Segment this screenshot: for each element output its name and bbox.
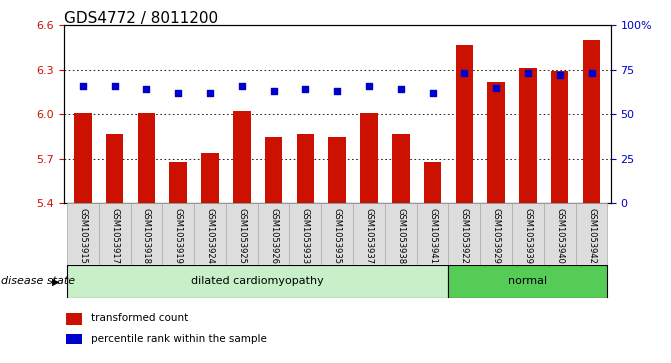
Bar [583, 40, 601, 203]
Bar [480, 203, 512, 265]
Point [427, 90, 438, 96]
Bar [258, 203, 289, 265]
Text: disease state: disease state [1, 276, 75, 286]
Point [300, 86, 311, 92]
Bar [392, 134, 409, 203]
Point [268, 88, 279, 94]
Bar [487, 82, 505, 203]
Text: GSM1053938: GSM1053938 [397, 208, 405, 264]
Text: GSM1053926: GSM1053926 [269, 208, 278, 264]
Text: GSM1053918: GSM1053918 [142, 208, 151, 264]
Text: GSM1053915: GSM1053915 [79, 208, 87, 264]
Bar [162, 203, 194, 265]
Bar [233, 111, 250, 203]
Bar [106, 134, 123, 203]
Bar [417, 203, 448, 265]
Text: GSM1053919: GSM1053919 [174, 208, 183, 264]
Bar [576, 203, 607, 265]
Bar [67, 203, 99, 265]
Point [523, 70, 533, 76]
Bar [265, 136, 282, 203]
Point [586, 70, 597, 76]
Bar [385, 203, 417, 265]
Bar [551, 72, 568, 203]
Bar [226, 203, 258, 265]
Bar [289, 203, 321, 265]
Text: GSM1053942: GSM1053942 [587, 208, 596, 264]
Text: ▶: ▶ [52, 276, 59, 286]
Bar [328, 136, 346, 203]
Bar [66, 334, 82, 344]
Bar [194, 203, 226, 265]
Bar [321, 203, 353, 265]
Text: GDS4772 / 8011200: GDS4772 / 8011200 [64, 11, 218, 26]
Bar [544, 203, 576, 265]
Text: GSM1053925: GSM1053925 [238, 208, 246, 264]
Point [331, 88, 342, 94]
Point [395, 86, 406, 92]
Bar [512, 203, 544, 265]
Bar [353, 203, 385, 265]
Bar [131, 203, 162, 265]
Bar [201, 153, 219, 203]
Text: GSM1053937: GSM1053937 [364, 208, 374, 264]
Text: GSM1053924: GSM1053924 [205, 208, 215, 264]
Bar [448, 203, 480, 265]
Point [141, 86, 152, 92]
Point [173, 90, 184, 96]
Bar [424, 162, 442, 203]
Bar [99, 203, 131, 265]
Point [77, 83, 88, 89]
Point [205, 90, 215, 96]
Text: dilated cardiomyopathy: dilated cardiomyopathy [191, 276, 324, 286]
Bar [297, 134, 314, 203]
Point [236, 83, 247, 89]
Text: GSM1053917: GSM1053917 [110, 208, 119, 264]
Text: GSM1053940: GSM1053940 [555, 208, 564, 264]
Text: transformed count: transformed count [91, 313, 189, 323]
Text: GSM1053935: GSM1053935 [333, 208, 342, 264]
Text: percentile rank within the sample: percentile rank within the sample [91, 334, 267, 344]
Bar [66, 313, 82, 325]
Text: GSM1053933: GSM1053933 [301, 208, 310, 264]
Text: GSM1053922: GSM1053922 [460, 208, 469, 264]
Text: GSM1053941: GSM1053941 [428, 208, 437, 264]
Point [554, 72, 565, 78]
Text: GSM1053939: GSM1053939 [523, 208, 533, 264]
Bar [74, 113, 91, 203]
Bar [448, 265, 607, 298]
Point [109, 83, 120, 89]
Point [491, 85, 501, 90]
Bar [138, 113, 155, 203]
Bar [456, 45, 473, 203]
Bar [170, 162, 187, 203]
Bar [360, 113, 378, 203]
Text: normal: normal [509, 276, 548, 286]
Bar [519, 68, 537, 203]
Point [459, 70, 470, 76]
Point [364, 83, 374, 89]
Text: GSM1053929: GSM1053929 [492, 208, 501, 264]
Bar [67, 265, 448, 298]
